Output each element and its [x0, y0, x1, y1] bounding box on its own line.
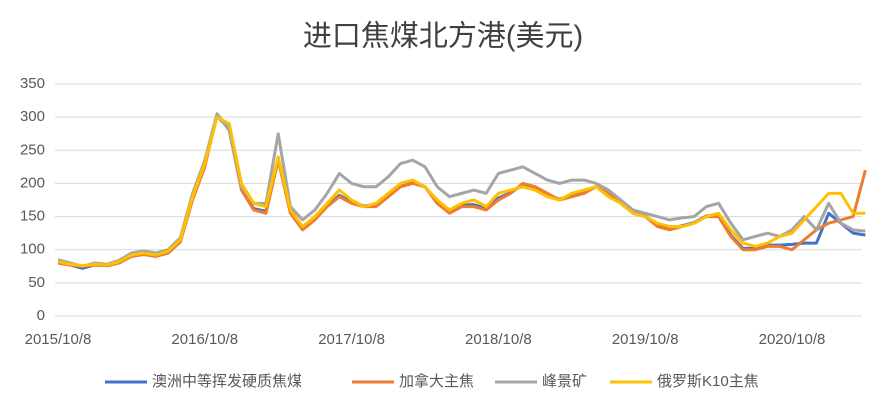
- y-tick-label: 250: [20, 141, 45, 158]
- y-tick-label: 150: [20, 208, 45, 225]
- legend-label: 加拿大主焦: [399, 372, 474, 390]
- y-tick-label: 200: [20, 174, 45, 191]
- x-tick-label: 2019/10/8: [612, 331, 679, 348]
- y-tick-label: 300: [20, 108, 45, 125]
- series-line: [57, 115, 866, 268]
- y-tick-label: 100: [20, 241, 45, 258]
- legend-label: 澳洲中等挥发硬质焦煤: [152, 372, 302, 390]
- y-tick-label: 350: [20, 75, 45, 92]
- x-tick-label: 2017/10/8: [318, 331, 385, 348]
- y-tick-label: 50: [28, 274, 45, 291]
- chart-title: 进口焦煤北方港(美元): [303, 20, 583, 53]
- y-tick-label: 0: [37, 307, 45, 324]
- legend-label: 俄罗斯K10主焦: [657, 373, 759, 390]
- x-tick-label: 2015/10/8: [25, 331, 92, 348]
- legend-label: 峰景矿: [542, 373, 587, 390]
- x-tick-label: 2018/10/8: [465, 331, 532, 348]
- x-tick-label: 2016/10/8: [171, 331, 238, 348]
- x-tick-label: 2020/10/8: [759, 331, 826, 348]
